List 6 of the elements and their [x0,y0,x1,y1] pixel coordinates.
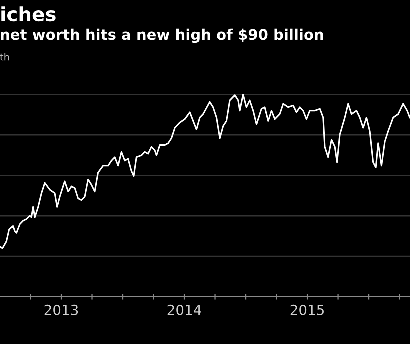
chart-subtitle: net worth hits a new high of $90 billion [1,28,324,44]
y-axis-title: th [0,53,10,61]
chart-title: iches [2,6,56,22]
x-tick-label: 2013 [44,304,78,316]
x-tick-label: 2014 [168,304,202,316]
x-tick-label: 2015 [290,304,324,316]
